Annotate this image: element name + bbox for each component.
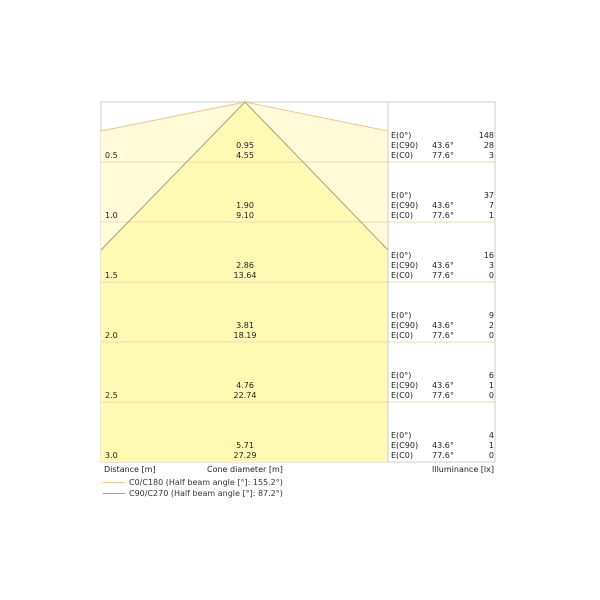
c90-label: E(C90) — [391, 141, 419, 150]
c90-label: E(C90) — [391, 201, 419, 210]
c90-label: E(C90) — [391, 381, 419, 390]
e0-label: E(0°) — [391, 191, 412, 200]
c90-value: 2 — [488, 321, 494, 330]
cone-diameter-c90: 5.71 — [236, 441, 254, 450]
cone-diameter-c0: 27.29 — [233, 451, 257, 460]
cone-diameter-c0: 4.55 — [236, 151, 254, 160]
c0-angle: 77.6° — [432, 391, 454, 400]
legend-c0: C0/C180 (Half beam angle [°]: 155.2°) — [103, 478, 283, 487]
distance-label: 3.0 — [105, 451, 118, 460]
cone-diameter-c0: 22.74 — [233, 391, 257, 400]
legend-label: C90/C270 (Half beam angle [°]: 87.2°) — [129, 489, 283, 498]
illuminance-label: Illuminance [lx] — [432, 465, 494, 474]
e0-label: E(0°) — [391, 131, 412, 140]
legend-c90: C90/C270 (Half beam angle [°]: 87.2°) — [103, 489, 283, 498]
c0-label: E(C0) — [391, 271, 413, 280]
e0-value: 16 — [483, 251, 494, 260]
distance-label: 0.5 — [105, 151, 118, 160]
e0-label: E(0°) — [391, 431, 412, 440]
c0-value: 0 — [488, 331, 494, 340]
c0-angle: 77.6° — [432, 271, 454, 280]
c0-value: 0 — [488, 391, 494, 400]
e0-value: 148 — [478, 131, 494, 140]
c0-angle: 77.6° — [432, 151, 454, 160]
cone-diameter-label: Cone diameter [m] — [207, 465, 283, 474]
c90-beam-line — [100, 101, 389, 251]
c90-value: 1 — [488, 441, 494, 450]
distance-axis-label: Distance [m] — [104, 465, 156, 474]
legend-swatch — [103, 493, 125, 494]
c90-label: E(C90) — [391, 321, 419, 330]
c90-angle: 43.6° — [432, 441, 454, 450]
c90-value: 1 — [488, 381, 494, 390]
c0-label: E(C0) — [391, 151, 413, 160]
c0-value: 0 — [488, 451, 494, 460]
e0-value: 37 — [483, 191, 494, 200]
c0-value: 1 — [488, 211, 494, 220]
distance-label: 2.5 — [105, 391, 118, 400]
c0-angle: 77.6° — [432, 331, 454, 340]
distance-label: 1.0 — [105, 211, 118, 220]
distance-label: 1.5 — [105, 271, 118, 280]
cone-diameter-c90: 2.86 — [236, 261, 254, 270]
c90-value: 28 — [483, 141, 494, 150]
distance-label: 2.0 — [105, 331, 118, 340]
c90-angle: 43.6° — [432, 201, 454, 210]
legend-label: C0/C180 (Half beam angle [°]: 155.2°) — [129, 478, 283, 487]
c0-label: E(C0) — [391, 391, 413, 400]
legend-swatch — [103, 482, 125, 483]
c0-angle: 77.6° — [432, 211, 454, 220]
c0-value: 3 — [488, 151, 494, 160]
e0-value: 9 — [488, 311, 494, 320]
c90-angle: 43.6° — [432, 261, 454, 270]
c0-value: 0 — [488, 271, 494, 280]
cone-diameter-c90: 3.81 — [236, 321, 254, 330]
cone-diameter-c0: 9.10 — [236, 211, 254, 220]
c90-angle: 43.6° — [432, 141, 454, 150]
c0-label: E(C0) — [391, 211, 413, 220]
c90-angle: 43.6° — [432, 381, 454, 390]
c90-angle: 43.6° — [432, 321, 454, 330]
c90-value: 3 — [488, 261, 494, 270]
c90-label: E(C90) — [391, 441, 419, 450]
c0-label: E(C0) — [391, 451, 413, 460]
e0-label: E(0°) — [391, 371, 412, 380]
c0-label: E(C0) — [391, 331, 413, 340]
cone-diameter-c0: 18.19 — [233, 331, 257, 340]
c90-value: 7 — [488, 201, 494, 210]
cone-diameter-c0: 13.64 — [233, 271, 257, 280]
e0-value: 4 — [488, 431, 494, 440]
cone-diameter-c90: 1.90 — [236, 201, 254, 210]
e0-label: E(0°) — [391, 311, 412, 320]
e0-value: 6 — [488, 371, 494, 380]
e0-label: E(0°) — [391, 251, 412, 260]
cone-diameter-c90: 4.76 — [236, 381, 254, 390]
cone-diameter-c90: 0.95 — [236, 141, 254, 150]
c0-angle: 77.6° — [432, 451, 454, 460]
c90-label: E(C90) — [391, 261, 419, 270]
